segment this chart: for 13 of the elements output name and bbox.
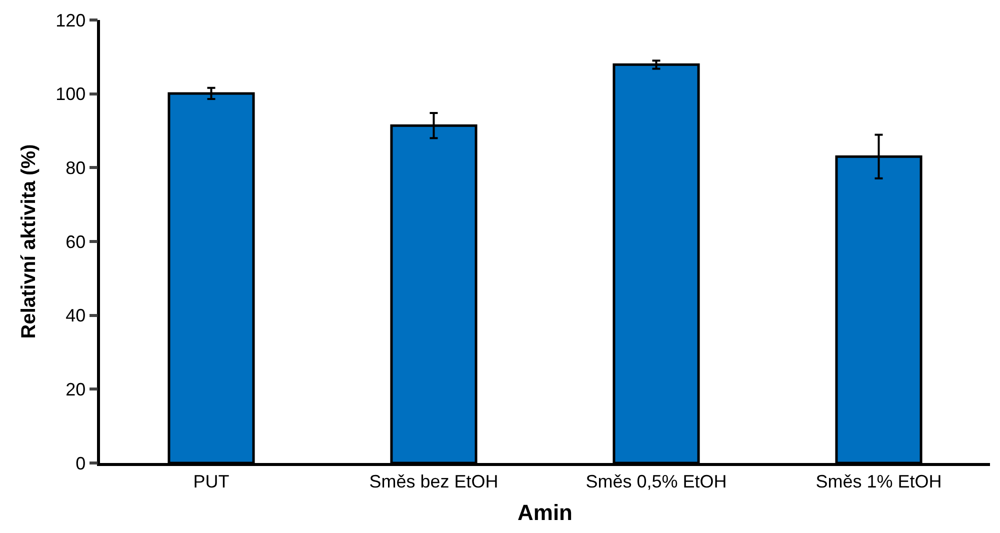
y-tick-label: 100 <box>56 84 86 104</box>
y-axis-title: Relativní aktivita (%) <box>18 144 40 339</box>
y-tick-label: 60 <box>66 232 86 252</box>
x-tick-label: Směs bez EtOH <box>369 471 498 492</box>
y-tick-label: 120 <box>56 10 86 30</box>
x-axis-title: Amin <box>518 500 572 526</box>
x-tick-label: Směs 0,5% EtOH <box>586 471 727 492</box>
y-tick-label: 20 <box>66 379 86 400</box>
y-tick-label: 40 <box>66 306 86 326</box>
y-tick-label: 80 <box>66 158 86 178</box>
x-tick-label: PUT <box>193 471 230 492</box>
y-tick-label: 0 <box>76 453 86 474</box>
x-tick-label: Směs 1% EtOH <box>816 471 942 492</box>
